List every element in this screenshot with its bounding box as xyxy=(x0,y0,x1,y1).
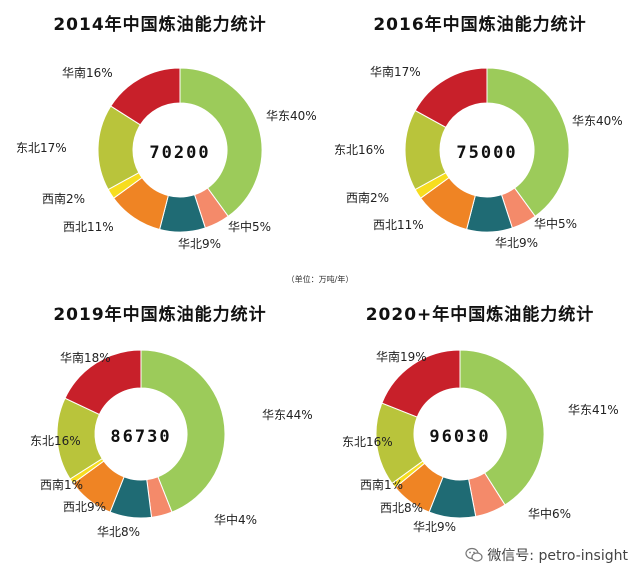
slice-label-华南: 华南19% xyxy=(376,349,427,364)
slice-label-西南: 西南2% xyxy=(346,190,389,205)
chart-panel-2016: 2016年中国炼油能力统计 华东40% 华中5% 华北9% 西北11% 西南2% 东北16… xyxy=(320,0,640,260)
total-capacity: 86730 xyxy=(110,427,172,447)
slice-label-华东: 华东40% xyxy=(266,109,317,123)
total-capacity: 75000 xyxy=(456,143,518,163)
slice-label-华东: 华东41% xyxy=(568,403,619,417)
slice-label-华东: 华东44% xyxy=(262,408,313,422)
wechat-icon xyxy=(465,547,483,562)
chart-panel-2020-plus: 2020+年中国炼油能力统计 华东41% 华中6% 华北9% 西北8% 西南1% 东北16… xyxy=(320,290,640,550)
slice-华东 xyxy=(459,349,545,506)
slice-label-东北: 东北16% xyxy=(30,434,81,448)
slice-label-西北: 西北9% xyxy=(63,500,106,514)
slice-label-华中: 华中5% xyxy=(534,216,577,231)
chart-title: 2019年中国炼油能力统计 xyxy=(53,305,267,325)
total-capacity: 96030 xyxy=(429,427,491,447)
slice-label-东北: 东北16% xyxy=(342,435,393,449)
slice-华东 xyxy=(140,349,226,513)
slice-label-西北: 西北11% xyxy=(373,218,424,232)
chart-panel-2019: 2019年中国炼油能力统计 华东44% 华中4% 华北8% 西北9% 西南1% 东北16%… xyxy=(0,290,320,550)
slice-label-华北: 华北8% xyxy=(97,525,140,539)
donut-chart-2014: 华东40% 华中5% 华北9% 西北11% 西南2% 东北17% 华南16% xyxy=(16,65,317,251)
slice-label-华南: 华南16% xyxy=(62,65,113,80)
slice-label-西北: 西北11% xyxy=(63,220,114,234)
chart-panel-2014: 2014年中国炼油能力统计 华东40% 华中5% 华北9% 西北11% 西南2% 东北17… xyxy=(0,0,320,260)
slice-label-华中: 华中4% xyxy=(214,512,257,527)
slice-label-华南: 华南17% xyxy=(370,64,421,79)
slice-label-东北: 东北17% xyxy=(16,141,67,155)
slice-label-西北: 西北8% xyxy=(380,501,423,515)
slice-label-华北: 华北9% xyxy=(495,236,538,250)
slice-label-华东: 华东40% xyxy=(572,114,623,128)
slice-label-华中: 华中6% xyxy=(528,506,571,521)
donut-chart-2020-plus: 华东41%华中6%华北9%西北8%西南1%东北16%华南19% xyxy=(342,349,619,534)
slice-华东 xyxy=(179,67,263,218)
slice-label-华北: 华北9% xyxy=(413,520,456,534)
slice-华东 xyxy=(486,67,570,218)
chart-title: 2016年中国炼油能力统计 xyxy=(373,15,587,35)
watermark: 微信号: petro-insight xyxy=(465,545,628,565)
slice-华南 xyxy=(414,67,488,129)
chart-title: 2014年中国炼油能力统计 xyxy=(53,15,267,35)
watermark-text: 微信号: petro-insight xyxy=(487,548,628,564)
slice-华南 xyxy=(381,349,461,418)
donut-chart-2019: 华东44% 华中4% 华北8% 西北9% 西南1% 东北16% 华南18% xyxy=(30,349,313,539)
slice-label-西南: 西南2% xyxy=(42,191,85,206)
slice-label-华南: 华南18% xyxy=(60,350,111,365)
unit-note: （单位：万吨/年） xyxy=(286,275,354,284)
slice-label-华中: 华中5% xyxy=(228,219,271,234)
slice-华南 xyxy=(64,349,142,416)
slice-label-西南: 西南1% xyxy=(40,477,83,492)
slice-label-东北: 东北16% xyxy=(334,143,385,157)
donut-chart-2016: 华东40% 华中5% 华北9% 西北11% 西南2% 东北16% 华南17% xyxy=(334,64,623,250)
slice-label-华北: 华北9% xyxy=(178,237,221,251)
chart-title: 2020+年中国炼油能力统计 xyxy=(365,305,595,325)
slice-华南 xyxy=(110,67,181,126)
total-capacity: 70200 xyxy=(149,143,211,163)
